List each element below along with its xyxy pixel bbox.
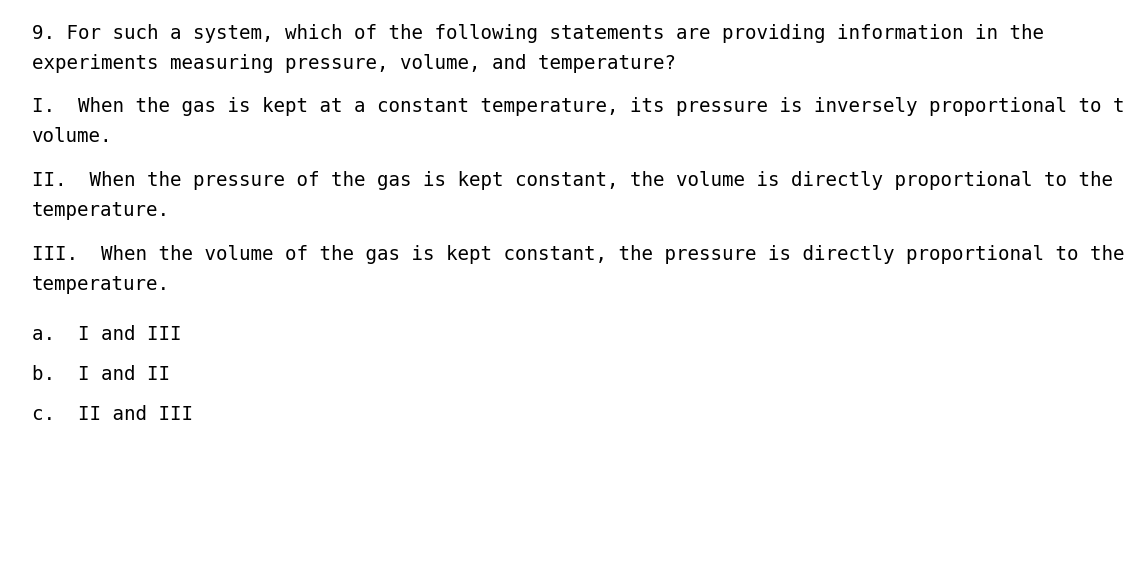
Text: a.  I and III: a. I and III: [32, 325, 181, 344]
Text: III.  When the volume of the gas is kept constant, the pressure is directly prop: III. When the volume of the gas is kept …: [32, 245, 1124, 264]
Text: temperature.: temperature.: [32, 201, 170, 220]
Text: 9. For such a system, which of the following statements are providing informatio: 9. For such a system, which of the follo…: [32, 24, 1044, 43]
Text: I.  When the gas is kept at a constant temperature, its pressure is inversely pr: I. When the gas is kept at a constant te…: [32, 97, 1125, 116]
Text: temperature.: temperature.: [32, 275, 170, 294]
Text: volume.: volume.: [32, 127, 113, 146]
Text: II.  When the pressure of the gas is kept constant, the volume is directly propo: II. When the pressure of the gas is kept…: [32, 171, 1113, 190]
Text: experiments measuring pressure, volume, and temperature?: experiments measuring pressure, volume, …: [32, 54, 675, 73]
Text: c.  II and III: c. II and III: [32, 405, 192, 424]
Text: b.  I and II: b. I and II: [32, 365, 170, 384]
